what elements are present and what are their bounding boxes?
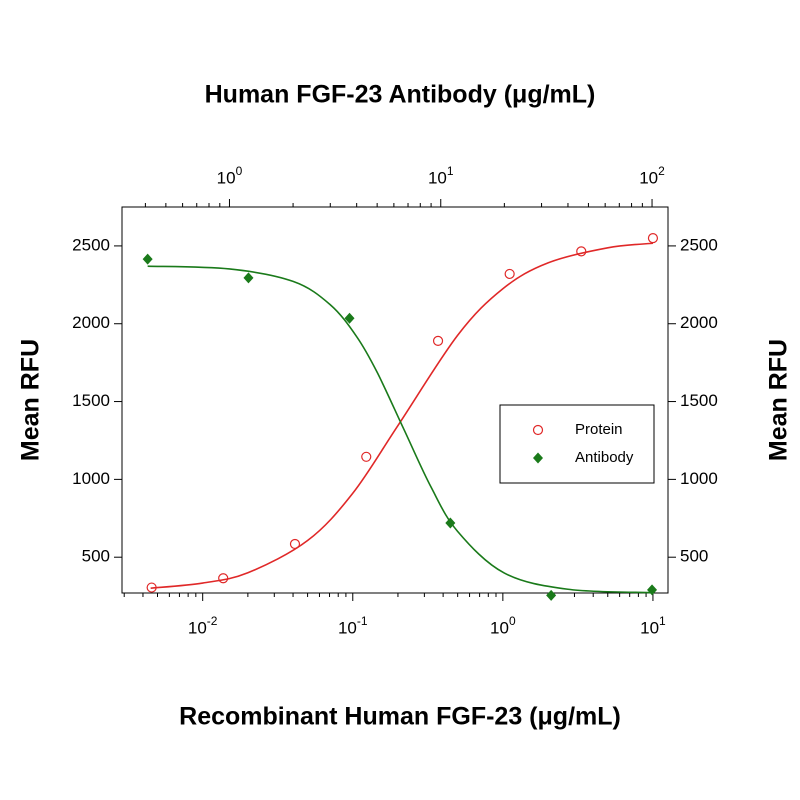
x2-tick-label: 101 (428, 164, 454, 187)
x-tick-label: 100 (490, 614, 516, 637)
point (445, 517, 456, 529)
y2-tick-label: 2500 (680, 235, 718, 254)
y2-tick-label: 1000 (680, 469, 718, 488)
point (647, 233, 659, 244)
x2-axis-title: Human FGF-23 Antibody (μg/mL) (205, 81, 596, 109)
legend-label: Antibody (575, 449, 634, 466)
y-tick-label: 500 (82, 547, 110, 566)
point (647, 584, 658, 596)
legend-label: Protein (575, 421, 623, 438)
point (504, 268, 515, 280)
legend-box (499, 404, 655, 484)
y2-tick-label: 2000 (680, 313, 718, 332)
point (289, 538, 301, 550)
y-tick-label: 1000 (72, 469, 110, 488)
y-tick-label: 1500 (72, 391, 110, 410)
fit-curve (150, 242, 654, 589)
legend-marker (533, 452, 543, 464)
y2-tick-label: 500 (680, 547, 708, 566)
y2-axis-title: Mean RFU (765, 339, 793, 461)
y-tick-label: 2500 (72, 235, 110, 254)
x2-tick-label: 100 (217, 164, 243, 187)
point (576, 246, 587, 257)
y-axis-title: Mean RFU (17, 339, 45, 461)
x-tick-label: 10-2 (188, 614, 218, 637)
point (361, 451, 372, 462)
y2-tick-label: 1500 (680, 391, 718, 410)
x-axis-title: Recombinant Human FGF-23 (μg/mL) (179, 703, 621, 731)
plot-frame (121, 206, 669, 594)
legend-marker (532, 424, 544, 436)
point (432, 335, 444, 346)
point (218, 573, 229, 584)
point (142, 253, 153, 265)
point (344, 312, 355, 324)
y-tick-label: 2000 (72, 313, 110, 332)
point (546, 589, 557, 601)
fit-curve (147, 265, 653, 594)
x-tick-label: 10-1 (338, 614, 368, 637)
point (243, 272, 254, 284)
x2-tick-label: 102 (639, 164, 665, 187)
point (146, 582, 157, 593)
x-tick-label: 101 (640, 614, 666, 637)
